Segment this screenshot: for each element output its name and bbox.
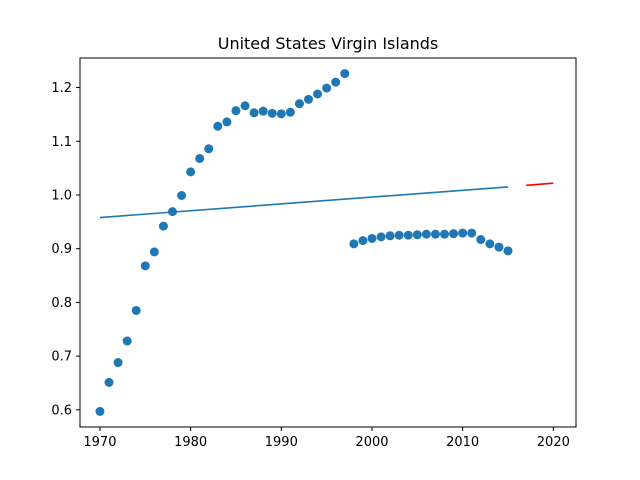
data-point (503, 246, 513, 256)
data-point (104, 377, 114, 387)
y-tick-label: 0.6 (51, 403, 72, 418)
y-tick-label: 1.0 (51, 188, 72, 203)
data-point (177, 191, 187, 200)
x-tick-label: 1990 (265, 435, 298, 450)
data-point (403, 230, 413, 240)
data-point (349, 239, 359, 249)
x-tick-label: 1980 (174, 435, 207, 450)
y-tick-label: 0.7 (51, 350, 72, 365)
data-point (467, 228, 477, 238)
data-point (95, 406, 105, 416)
data-point (385, 231, 395, 241)
data-point (213, 121, 223, 131)
data-point (158, 221, 168, 231)
data-point (476, 235, 486, 245)
data-point (376, 232, 386, 242)
data-point (149, 247, 159, 257)
series-line-fit_line (99, 186, 509, 219)
plot-area (95, 69, 554, 416)
data-point (322, 83, 332, 93)
x-tick-label: 1970 (83, 435, 116, 450)
data-point (222, 117, 232, 127)
data-point (458, 228, 468, 238)
data-point (195, 153, 205, 163)
x-tick-label: 2010 (446, 435, 479, 450)
data-point (394, 230, 404, 240)
data-point (304, 94, 313, 104)
data-point (430, 229, 440, 239)
data-point (267, 108, 277, 118)
data-point (140, 261, 150, 271)
data-point (122, 336, 132, 346)
data-point (240, 101, 250, 111)
data-point (440, 229, 450, 239)
data-point (113, 358, 123, 368)
y-tick-label: 1.1 (51, 135, 72, 150)
data-point (204, 144, 214, 154)
data-point (258, 106, 268, 116)
data-point (294, 99, 304, 109)
y-tick-label: 1.2 (51, 81, 72, 96)
data-point (485, 239, 495, 249)
data-point (494, 242, 504, 252)
y-tick-label: 0.9 (51, 242, 72, 257)
x-tick-label: 2000 (355, 435, 388, 450)
data-point (367, 233, 377, 243)
x-tick-label: 2020 (537, 435, 570, 450)
y-tick-label: 0.8 (51, 296, 72, 311)
axes: 1970 1980 1990 2000 2010 2020 0.6 0.7 0.8 0.9 1.0 1… (51, 57, 577, 450)
chart-title: United States Virgin Islands (218, 34, 439, 53)
data-point (131, 305, 141, 315)
data-point (412, 230, 422, 240)
data-point (186, 167, 196, 177)
data-point (231, 106, 241, 116)
data-point (421, 229, 431, 239)
data-point (276, 109, 286, 119)
data-point (340, 69, 350, 79)
data-point (313, 89, 323, 99)
data-point (331, 77, 341, 87)
axes-frame (79, 57, 577, 428)
series-line-forecast_line (526, 182, 554, 187)
data-point (449, 229, 459, 239)
data-point (285, 107, 295, 117)
data-point (249, 108, 259, 118)
data-point (358, 236, 368, 246)
